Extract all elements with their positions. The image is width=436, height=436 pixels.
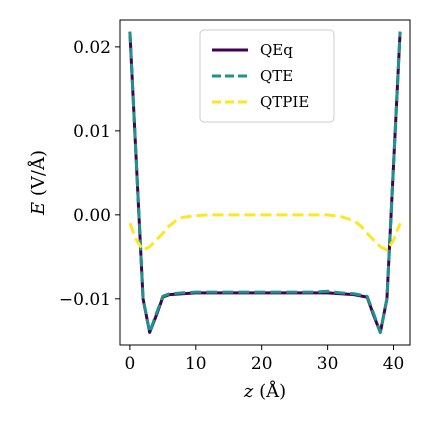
series-line-qtpie	[128, 213, 402, 252]
series-line-qte	[128, 31, 402, 334]
x-axis-label-unit: (Å)	[253, 380, 286, 402]
y-tick-label: 0.02	[73, 38, 111, 58]
x-tick-label: 10	[185, 354, 207, 374]
legend: QEq QTE QTPIE	[199, 29, 335, 123]
y-tick-label: 0.00	[73, 206, 111, 226]
axes-frame	[119, 19, 411, 346]
plot-area	[128, 31, 402, 334]
axes: 0 10 20 30 40 −0.01 0.00 0.01 0.02 z (Å) E (V/Å)	[27, 19, 411, 402]
legend-label-qte: QTE	[260, 67, 293, 85]
series-group	[128, 31, 402, 334]
x-tick-label: 20	[251, 354, 273, 374]
y-tick-label: −0.01	[59, 290, 111, 310]
legend-label-qtpie: QTPIE	[260, 93, 309, 111]
y-axis-label: E (V/Å)	[27, 150, 49, 216]
legend-label-qeq: QEq	[260, 41, 293, 59]
x-tick-label: 40	[383, 354, 405, 374]
x-axis-label-symbol: z	[243, 381, 254, 402]
y-tick-label: 0.01	[73, 122, 111, 142]
legend-box	[199, 29, 335, 123]
x-tick-label: 30	[317, 354, 339, 374]
x-tick-label: 0	[124, 354, 135, 374]
y-axis-label-unit: (V/Å)	[27, 150, 49, 202]
y-axis-label-symbol: E	[28, 202, 49, 216]
x-axis-label: z (Å)	[243, 380, 286, 402]
